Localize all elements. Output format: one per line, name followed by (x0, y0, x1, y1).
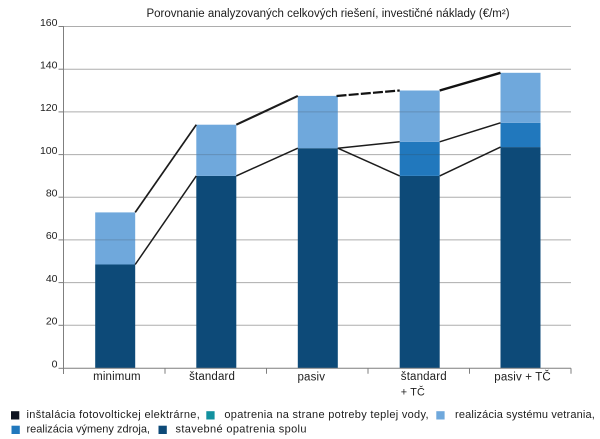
svg-text:100: 100 (40, 145, 58, 157)
svg-text:0: 0 (52, 359, 58, 371)
svg-text:+ TČ: + TČ (401, 385, 425, 398)
svg-text:120: 120 (40, 102, 58, 114)
svg-text:40: 40 (46, 273, 58, 285)
svg-text:20: 20 (46, 316, 58, 328)
svg-text:pasiv + TČ: pasiv + TČ (494, 371, 551, 384)
svg-text:140: 140 (40, 60, 58, 72)
svg-text:štandard: štandard (189, 371, 235, 383)
svg-text:Porovnanie analyzovaných celko: Porovnanie analyzovaných celkových rieše… (146, 8, 509, 20)
svg-text:160: 160 (40, 17, 58, 29)
svg-text:minimum: minimum (93, 371, 141, 383)
svg-text:60: 60 (46, 230, 58, 242)
svg-text:80: 80 (46, 188, 58, 200)
svg-text:opatrenia na strane potreby te: opatrenia na strane potreby teplej vody, (224, 409, 428, 421)
svg-text:realizácia výmeny zdroja,: realizácia výmeny zdroja, (27, 423, 151, 435)
svg-text:stavebné opatrenia spolu: stavebné opatrenia spolu (176, 423, 307, 435)
svg-text:realizácia systému vetrania,: realizácia systému vetrania, (455, 409, 595, 421)
svg-text:pasiv: pasiv (298, 372, 326, 384)
svg-text:inštalácia fotovoltickej elekt: inštalácia fotovoltickej elektrárne, (27, 409, 201, 421)
svg-text:štandard: štandard (401, 371, 447, 383)
